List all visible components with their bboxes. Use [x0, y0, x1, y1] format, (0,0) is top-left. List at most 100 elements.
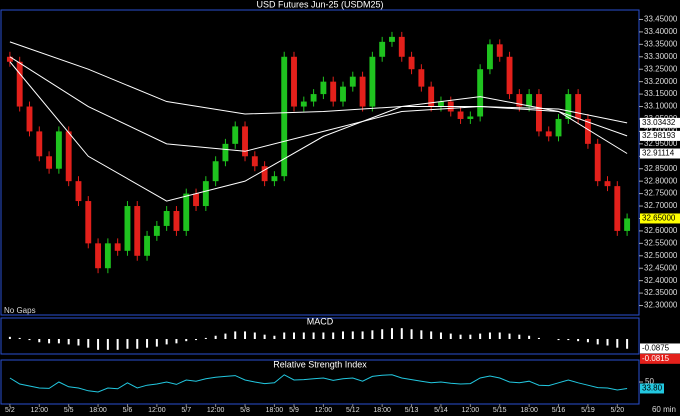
macd-bar	[8, 336, 11, 339]
rsi-tick-label: 50	[645, 377, 654, 386]
ma-value-label-box	[640, 130, 680, 141]
candle-body	[281, 56, 288, 177]
y-tick-label: 33.30000	[644, 52, 678, 61]
candle-body	[535, 94, 542, 132]
candle-body	[65, 131, 72, 182]
macd-bar	[351, 331, 354, 339]
macd-bar	[253, 332, 256, 339]
x-tick-label: 5/8	[240, 407, 250, 414]
macd-bar	[381, 329, 384, 339]
candle-body	[55, 131, 62, 169]
candle-body	[232, 126, 239, 144]
candle-body	[310, 94, 317, 102]
x-tick-label: 5/15	[493, 407, 507, 414]
y-tick-label: 32.80000	[644, 176, 678, 185]
macd-bar	[400, 328, 403, 339]
ma-value-label-box	[640, 148, 680, 159]
macd-panel	[0, 317, 640, 355]
y-tick-label: 32.35000	[644, 288, 678, 297]
candle-body	[6, 56, 13, 62]
y-tick-label: 32.30000	[644, 301, 678, 310]
y-tick-label: 32.60000	[644, 226, 678, 235]
x-tick-label: 12:00	[31, 407, 49, 414]
candle-body	[575, 94, 582, 119]
candle-body	[300, 101, 307, 107]
candle-body	[261, 166, 268, 182]
macd-value-label: -0.0875	[642, 344, 670, 353]
candle-body	[144, 235, 150, 256]
macd-bar	[420, 330, 423, 339]
macd-bar	[577, 339, 580, 342]
macd-bar	[449, 333, 452, 339]
y-tick-label: 32.70000	[644, 201, 678, 210]
candle-body	[114, 243, 121, 251]
macd-bar	[469, 334, 472, 339]
x-tick-label: 18:00	[266, 407, 284, 414]
macd-bar	[606, 339, 609, 346]
chart-title: USD Futures Jun-25 (USDM25)	[256, 0, 383, 9]
x-tick-label: 12:00	[462, 407, 480, 414]
macd-bar	[77, 339, 80, 346]
x-tick-label: 5/16	[552, 407, 566, 414]
candle-body	[173, 211, 180, 231]
y-tick-label: 33.15000	[644, 89, 678, 98]
gaps-note: No Gaps	[4, 306, 36, 315]
macd-bar	[175, 339, 178, 344]
y-tick-label: 32.55000	[644, 238, 678, 247]
x-tick-label: 12:00	[315, 407, 333, 414]
x-tick-label: 5/9	[289, 407, 299, 414]
candle-body	[594, 143, 601, 182]
last-price-label: 32.65000	[642, 214, 676, 223]
x-tick-label: 5/6	[123, 407, 133, 414]
y-tick-label: 33.35000	[644, 39, 678, 48]
candle-body	[359, 76, 366, 107]
candle-body	[75, 181, 82, 202]
macd-bar	[293, 332, 296, 339]
candle-body	[242, 126, 248, 157]
x-tick-label: 18:00	[89, 407, 107, 414]
macd-bar	[67, 339, 70, 345]
candle-body	[163, 211, 170, 226]
x-tick-label: 5/5	[64, 407, 74, 414]
macd-bar	[479, 333, 482, 339]
candle-body	[496, 44, 503, 57]
ma-value-label: 32.98193	[642, 131, 676, 140]
candle-body	[291, 56, 297, 107]
signal-label-box	[640, 353, 680, 364]
macd-bar	[312, 332, 315, 339]
candle-body	[555, 118, 562, 137]
interval-label: 60 min	[652, 405, 676, 414]
macd-bar	[488, 332, 491, 339]
macd-bar	[57, 339, 60, 344]
macd-bar	[185, 339, 188, 342]
candle-body	[526, 94, 533, 107]
candle-body	[124, 206, 131, 251]
x-tick-label: 5/13	[405, 407, 419, 414]
macd-bar	[204, 337, 207, 339]
candle-body	[46, 156, 53, 169]
x-tick-label: 18:00	[520, 407, 538, 414]
candle-body	[330, 81, 337, 102]
candle-body	[193, 193, 199, 207]
y-tick-label: 32.50000	[644, 251, 678, 260]
macd-bar	[136, 339, 139, 349]
last-price-label-box	[640, 213, 680, 224]
candle-body	[183, 193, 190, 231]
y-tick-label: 32.45000	[644, 263, 678, 272]
macd-bar	[586, 339, 589, 343]
macd-bar	[106, 339, 109, 350]
x-tick-label: 12:00	[148, 407, 166, 414]
candle-body	[457, 111, 464, 119]
macd-bar	[18, 337, 21, 339]
candle-body	[438, 101, 444, 107]
candle-body	[418, 69, 425, 87]
macd-bar	[459, 334, 462, 339]
macd-bar	[126, 339, 129, 349]
macd-bar	[390, 328, 393, 339]
macd-bar	[508, 333, 511, 339]
signal-value-label: -0.0815	[642, 354, 670, 363]
macd-bar	[224, 333, 227, 339]
y-tick-label: 33.10000	[644, 102, 678, 111]
y-tick-label: 33.20000	[644, 77, 678, 86]
